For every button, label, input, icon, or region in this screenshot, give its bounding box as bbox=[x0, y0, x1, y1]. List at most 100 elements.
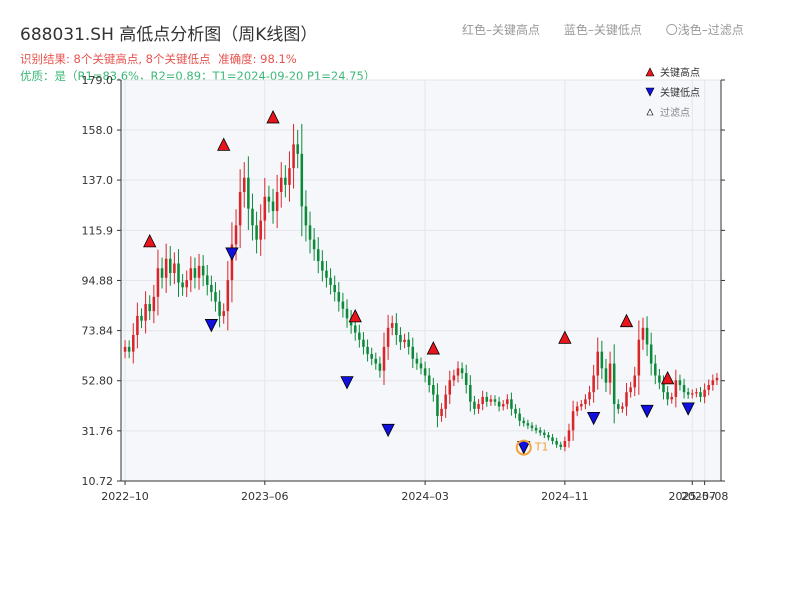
high-point-marker bbox=[143, 233, 157, 248]
candle-body bbox=[275, 191, 279, 212]
high-point-marker bbox=[217, 137, 231, 151]
candle-body bbox=[448, 380, 452, 395]
candle-body bbox=[600, 351, 604, 369]
candle-body bbox=[300, 153, 304, 207]
candle-body bbox=[242, 177, 246, 192]
candle-body bbox=[707, 385, 710, 390]
candle-body bbox=[329, 277, 332, 285]
candle-body bbox=[456, 368, 460, 376]
candle-body bbox=[222, 311, 225, 316]
candle-body bbox=[464, 373, 468, 386]
candle-body bbox=[399, 334, 402, 343]
candle-body bbox=[555, 441, 558, 445]
recognition-result: 识别结果: 8个关键高点, 8个关键低点 准确度: 98.1% bbox=[20, 51, 301, 67]
candle-body bbox=[563, 441, 567, 447]
candle-body bbox=[181, 282, 184, 288]
candle-body bbox=[469, 385, 472, 402]
legend-light-label: 〇浅色–过滤点 bbox=[665, 23, 744, 37]
candle-body bbox=[136, 315, 139, 335]
candle-body bbox=[584, 399, 587, 405]
candle-body bbox=[637, 339, 641, 376]
high-point-marker bbox=[266, 110, 280, 124]
candle-body bbox=[444, 394, 447, 409]
low-point-marker bbox=[340, 376, 354, 390]
high-point-marker bbox=[348, 309, 362, 323]
candle-body bbox=[518, 413, 521, 421]
candle-body bbox=[144, 303, 147, 321]
candle-body bbox=[526, 423, 530, 426]
candle-body bbox=[263, 196, 267, 221]
low-point-marker bbox=[381, 423, 395, 438]
candle-body bbox=[423, 368, 427, 376]
candle-body bbox=[173, 263, 176, 274]
candle-body bbox=[271, 201, 275, 212]
candle-body bbox=[386, 327, 390, 347]
x-tick-label: 2024–03 bbox=[401, 490, 449, 503]
candle-body bbox=[312, 239, 316, 250]
candle-body bbox=[123, 346, 127, 352]
x-tick-label: 2022–10 bbox=[101, 490, 149, 503]
y-tick-label: 94.88 bbox=[82, 274, 114, 287]
candle-body bbox=[366, 346, 369, 355]
candle-body bbox=[658, 375, 661, 383]
candle-body bbox=[226, 280, 230, 312]
candle-body bbox=[645, 327, 649, 345]
t1-ring bbox=[515, 439, 532, 456]
candle-body bbox=[168, 258, 172, 274]
candle-body bbox=[691, 393, 694, 395]
candle-body bbox=[654, 363, 657, 376]
candle-body bbox=[205, 275, 209, 285]
candle-body bbox=[440, 408, 443, 416]
candle-body bbox=[292, 144, 295, 169]
candle-body bbox=[559, 444, 563, 447]
candle-body bbox=[481, 396, 484, 405]
candle-body bbox=[148, 303, 151, 312]
candle-body bbox=[592, 375, 595, 393]
top-legend: 红色–关键高点 蓝色–关键低点 〇浅色–过滤点 bbox=[462, 21, 764, 38]
candle-body bbox=[160, 268, 164, 278]
low-point-marker bbox=[586, 411, 601, 426]
candle-body bbox=[686, 392, 690, 395]
candle-body bbox=[201, 265, 205, 276]
legend-high-icon bbox=[645, 67, 655, 77]
candle-body bbox=[703, 389, 706, 397]
candle-body bbox=[132, 334, 135, 352]
candle-body bbox=[580, 404, 583, 407]
x-tick-label: 2025–07 bbox=[669, 490, 717, 503]
candle-body bbox=[596, 351, 600, 376]
candle-body bbox=[370, 354, 373, 359]
candle-body bbox=[629, 387, 632, 393]
recognition-count: 识别结果: 8个关键高点, 8个关键低点 bbox=[20, 52, 211, 66]
legend-filtered-icon bbox=[646, 108, 654, 116]
candle-body bbox=[374, 358, 378, 364]
candle-body bbox=[543, 432, 546, 436]
candle-body bbox=[390, 323, 394, 328]
candle-body bbox=[296, 144, 299, 154]
candle-body bbox=[432, 385, 435, 395]
candle-body bbox=[358, 332, 361, 340]
candle-body bbox=[666, 392, 669, 400]
candle-body bbox=[575, 406, 579, 412]
candle-body bbox=[489, 399, 493, 402]
candle-body bbox=[214, 292, 217, 302]
candle-body bbox=[247, 177, 250, 209]
candle-body bbox=[674, 380, 678, 397]
legend-blue-label: 蓝色–关键低点 bbox=[563, 23, 642, 37]
candle-body bbox=[267, 196, 271, 202]
candle-body bbox=[477, 404, 480, 409]
candle-body bbox=[140, 315, 143, 321]
candle-body bbox=[325, 270, 328, 278]
low-point-marker bbox=[681, 402, 695, 416]
low-point-marker bbox=[225, 247, 239, 261]
chart-title: 688031.SH 高低点分析图（周K线图） bbox=[20, 25, 318, 45]
candle-body bbox=[407, 339, 410, 347]
candle-body bbox=[152, 296, 156, 312]
y-tick-label: 52.80 bbox=[82, 375, 114, 388]
candle-body bbox=[551, 437, 554, 442]
candle-body bbox=[682, 385, 686, 393]
candle-body bbox=[662, 382, 665, 393]
markers: T1 bbox=[143, 110, 695, 456]
candle-body bbox=[415, 358, 419, 364]
candle-body bbox=[378, 363, 382, 371]
